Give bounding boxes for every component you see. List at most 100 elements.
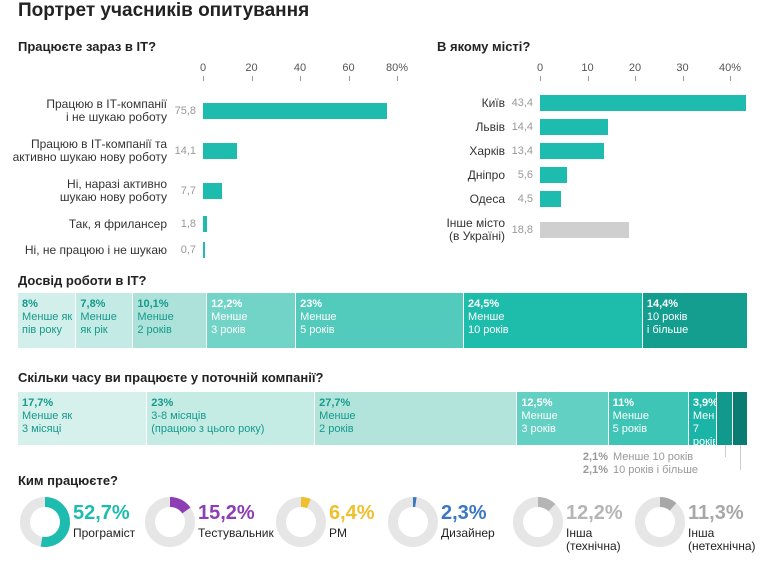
segment-name: Менше 5 років [300, 311, 337, 336]
segment-name: Менше як рік [80, 311, 117, 336]
donut-arc [145, 497, 195, 547]
category-label: Так, я фрилансер [68, 216, 167, 231]
chart-title: В якому місті? [437, 39, 531, 54]
segment-name: Менше 10 років [613, 451, 694, 463]
x-tick-label: 80% [385, 62, 409, 74]
segment [76, 293, 134, 348]
segment-value: 23% [300, 298, 323, 310]
bar [203, 103, 387, 119]
tick-mark [348, 76, 350, 81]
donut-arc [635, 497, 685, 547]
segment [133, 293, 208, 348]
donut-name: Тестувальник [198, 526, 274, 540]
chart-title: Працюєте зараз в ІТ? [18, 39, 157, 54]
segment-name: Менше 2 років [137, 311, 174, 336]
tick-mark [682, 76, 684, 81]
x-tick-label: 0 [536, 62, 544, 74]
value-label: 0,7 [180, 243, 196, 256]
tick-mark [587, 76, 589, 81]
category-label: Інше місто (в Україні) [446, 216, 505, 243]
bar [540, 167, 567, 183]
donut-track [635, 497, 685, 547]
segment-value: 27,7% [319, 397, 351, 409]
donut-arc [20, 497, 70, 547]
segment-value: 7,8% [80, 298, 106, 310]
tick-mark [397, 76, 398, 81]
x-tick-label: 30 [676, 62, 689, 74]
x-tick-label: 40 [293, 62, 307, 74]
donut-name: Програміст [73, 526, 136, 540]
bar [203, 216, 208, 232]
page-title: Портрет учасників опитування [18, 0, 310, 21]
segment-name: 10 років і більше [646, 311, 689, 336]
donut-track [276, 497, 326, 547]
segment-name: Менше 3 років [521, 410, 558, 435]
donut-value: 11,3% [688, 502, 744, 524]
segment-value: 23% [151, 397, 174, 409]
value-label: 43,4 [511, 96, 533, 109]
donut-value: 15,2% [198, 502, 255, 524]
x-tick-label: 20 [245, 62, 258, 74]
segment-value: 14,4% [646, 298, 679, 310]
tick-mark [203, 76, 204, 81]
leader-line [740, 445, 742, 470]
category-label: Працюю в ІТ-компанії і не шукаю роботу [46, 97, 167, 124]
bar [203, 242, 205, 258]
donut [20, 497, 70, 547]
chart-title: Скільки часу ви працюєте у поточній комп… [18, 370, 324, 385]
donut-arc [276, 497, 326, 547]
segment-value: 2,1% [582, 464, 608, 476]
donut [388, 497, 438, 547]
bar [203, 143, 238, 159]
x-tick-label: 0 [199, 62, 207, 74]
segment [18, 293, 77, 348]
value-label: 75,8 [174, 104, 196, 117]
segment-name: Менше 5 років [612, 410, 649, 435]
bar [540, 95, 747, 111]
donut [276, 497, 326, 547]
segment-name: Менше як 3 місяці [22, 410, 73, 435]
chart-title: Ким працюєте? [18, 473, 118, 488]
segment-value: 8% [22, 298, 38, 310]
donut [145, 497, 195, 547]
segment-value: 17,7% [22, 397, 54, 409]
segment [717, 392, 733, 445]
bar [540, 119, 609, 135]
segment-name: Менше 2 років [319, 410, 356, 435]
segment [464, 293, 643, 348]
category-label: Харків [469, 143, 505, 158]
segment [688, 392, 718, 445]
donut-value: 6,4% [329, 502, 375, 524]
value-label: 18,8 [511, 223, 533, 236]
segment-value: 3,9% [692, 397, 718, 409]
donut-track [513, 497, 563, 547]
segment-name: Менше 10 років [468, 311, 509, 336]
segment-value: 12,2% [211, 298, 243, 310]
bar [540, 191, 562, 207]
segment [18, 392, 148, 445]
segment [315, 392, 518, 445]
bar [203, 183, 222, 199]
value-label: 14,4 [511, 120, 533, 133]
segment-value: 12,5% [521, 397, 553, 409]
segment-name: Менше 3 років [211, 311, 248, 336]
segment [296, 293, 465, 348]
segment-name: Менше як пів року [22, 311, 73, 336]
category-label: Львів [475, 119, 505, 134]
bar [540, 222, 630, 238]
category-label: Дніпро [467, 167, 505, 182]
tick-mark [300, 76, 301, 81]
category-label: Ні, наразі активно шукаю нову роботу [59, 177, 167, 204]
leader-line [725, 445, 726, 457]
donut-name: PM [329, 526, 347, 540]
segment-name: 10 років і більше [613, 464, 699, 476]
segment [642, 293, 748, 348]
segment [732, 392, 748, 445]
segment-value: 11% [612, 397, 634, 409]
value-label: 5,6 [517, 168, 533, 181]
category-label: Ні, не працюю і не шукаю [24, 242, 167, 257]
segment [517, 392, 609, 445]
tick-mark [635, 76, 636, 81]
donut-value: 2,3% [441, 502, 487, 524]
